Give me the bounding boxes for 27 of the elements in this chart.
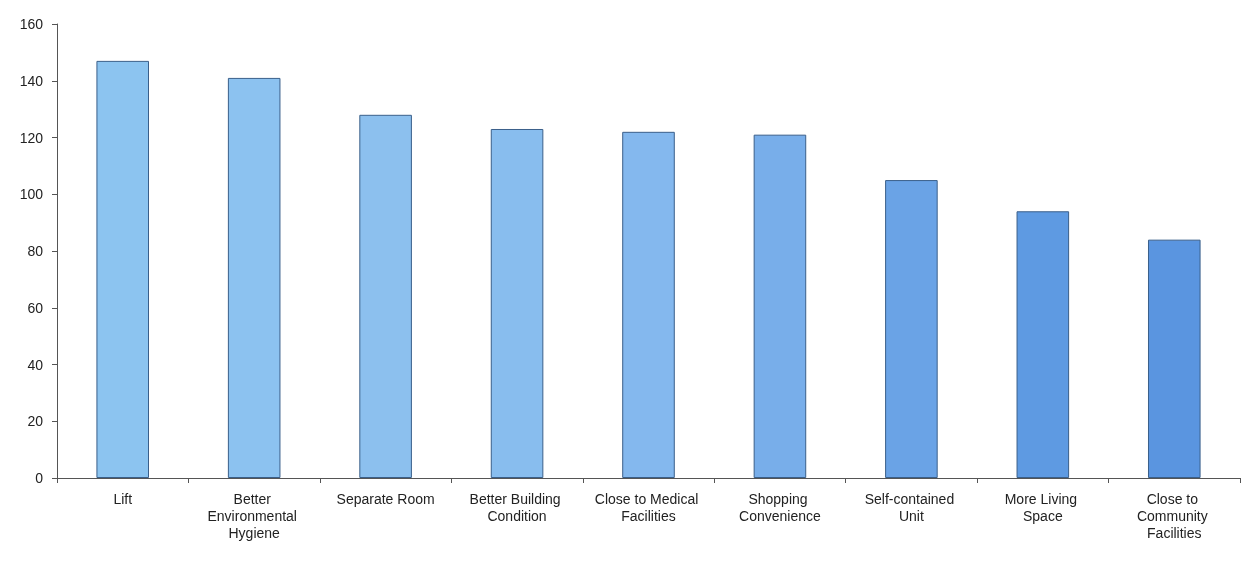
bar [622, 131, 675, 478]
x-tick-label: More Living Space [1004, 490, 1081, 524]
y-tick-label: 120 [19, 129, 44, 146]
x-tick-label: Separate Room [336, 490, 435, 507]
x-tick-label: Better Building Condition [469, 490, 565, 524]
y-tick-label: 0 [35, 470, 44, 486]
y-tick-label: 20 [27, 413, 44, 430]
bar [753, 134, 807, 478]
y-tick-label: 140 [19, 72, 44, 89]
bar [227, 77, 281, 478]
x-tick-label: Better Environmental Hygiene [207, 490, 301, 541]
x-tick-label: Shopping Convenience [739, 490, 822, 524]
x-tick-label: Self-contained Unit [864, 490, 959, 524]
bar [1147, 239, 1201, 478]
y-tick-label: 80 [27, 243, 44, 259]
bar [359, 114, 412, 478]
y-tick-label: 60 [27, 299, 44, 316]
y-tick-label: 100 [19, 186, 44, 203]
x-tick-label: Close to Medical Facilities [594, 490, 703, 524]
bar [885, 180, 938, 478]
x-tick-label: Close to Community Facilities [1136, 490, 1212, 541]
bar [96, 60, 150, 478]
bar [490, 128, 544, 478]
x-tick-label: Lift [113, 490, 133, 507]
y-tick-label: 160 [19, 16, 44, 32]
bar [1016, 211, 1070, 478]
y-tick-label: 40 [27, 356, 44, 373]
